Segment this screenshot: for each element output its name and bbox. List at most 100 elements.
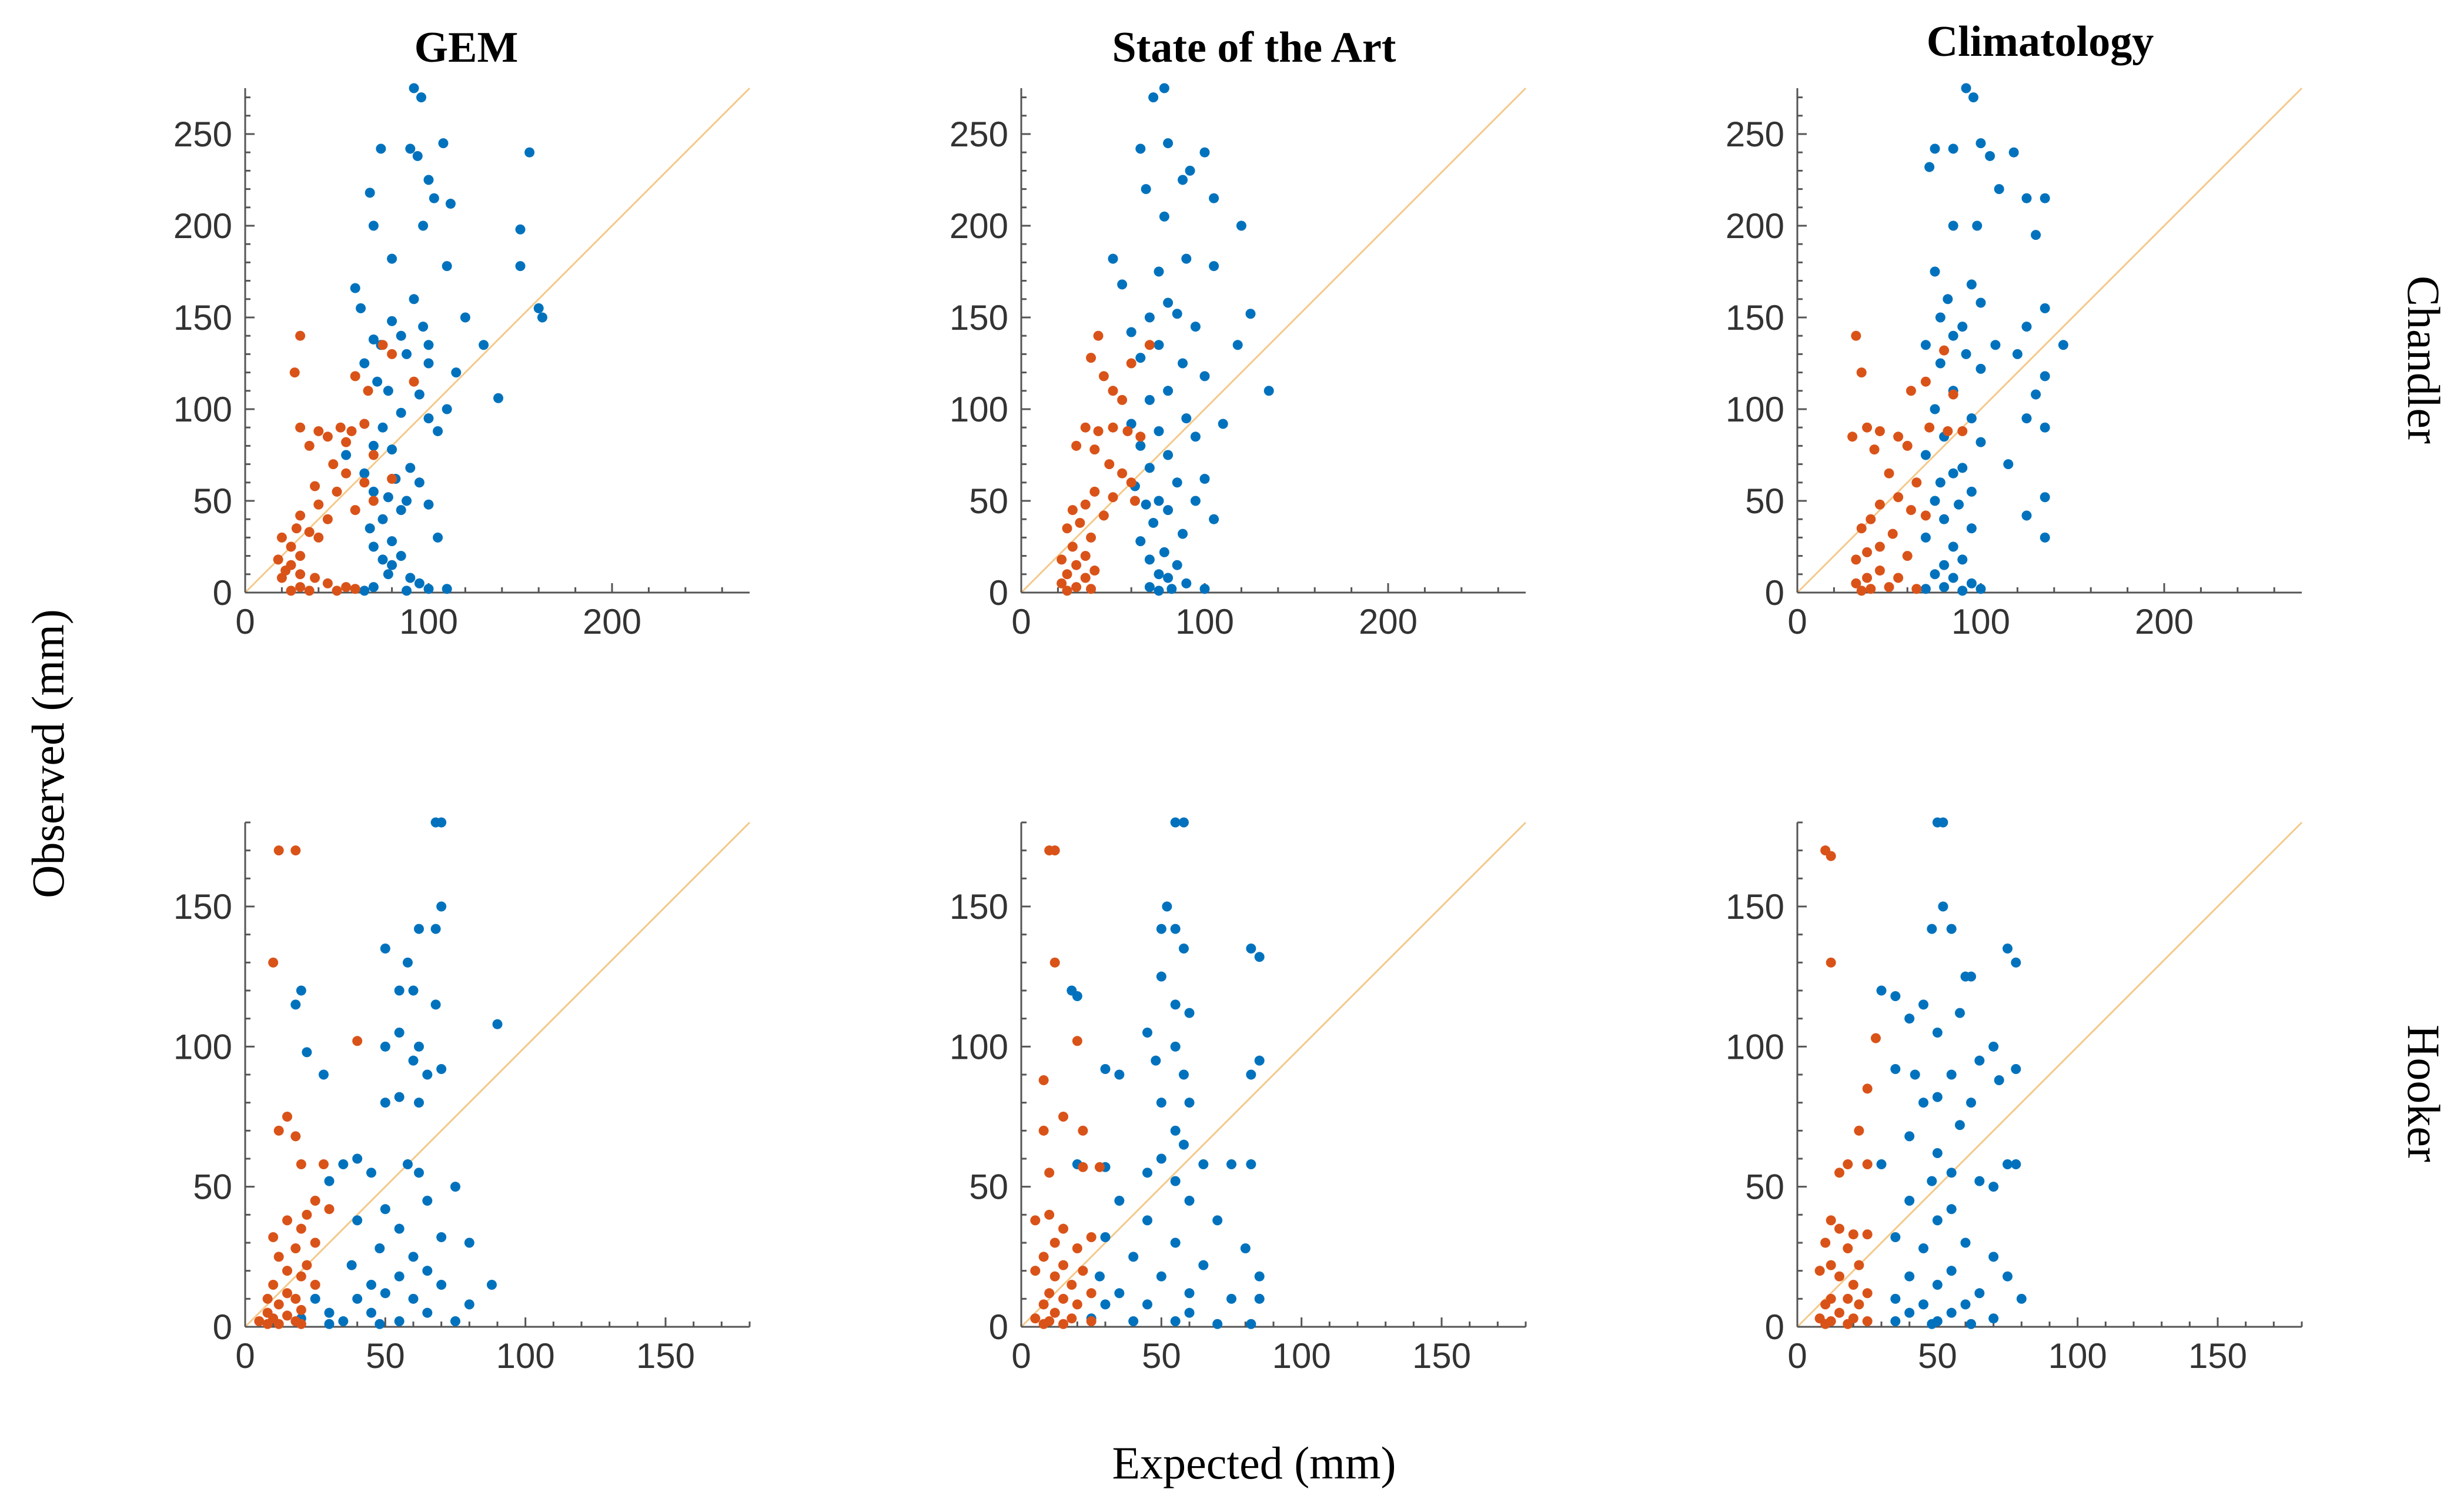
gem-chandler-identity-line	[244, 87, 751, 594]
gem-hooker-point-orange	[282, 1310, 292, 1321]
gem-chandler-point-orange	[289, 367, 300, 378]
gem-hooker-x-tick-label: 100	[496, 1336, 555, 1376]
state-of-the-art-hooker-point-blue	[1240, 1243, 1251, 1254]
gem-chandler-point-orange	[368, 450, 379, 460]
gem-hooker-point-orange	[268, 957, 279, 968]
gem-hooker-point-blue	[450, 1316, 460, 1326]
climatology-chandler-point-orange	[1884, 582, 1894, 593]
climatology-chandler-point-blue	[1957, 586, 1968, 596]
climatology-chandler-point-blue	[1972, 220, 1983, 231]
climatology-hooker-point-blue	[1890, 991, 1901, 1002]
climatology-chandler-point-blue	[1920, 584, 1931, 594]
state-of-the-art-chandler-point-blue	[1163, 138, 1174, 149]
climatology-hooker-point-orange	[1814, 1266, 1825, 1276]
climatology-chandler-point-blue	[1975, 584, 1986, 594]
gem-hooker-series-blue	[290, 817, 503, 1329]
gem-chandler-point-orange	[310, 481, 320, 491]
climatology-chandler-point-blue	[1966, 413, 1977, 424]
gem-chandler-point-orange	[313, 499, 324, 510]
climatology-hooker-point-blue	[2011, 1159, 2021, 1170]
state-of-the-art-hooker-point-blue	[1156, 1271, 1166, 1282]
climatology-chandler-point-orange	[1893, 573, 1904, 583]
climatology-hooker-point-blue	[1918, 1098, 1928, 1108]
climatology-chandler-series-blue	[1920, 83, 2068, 596]
gem-chandler-point-blue	[396, 330, 406, 341]
climatology-hooker-point-orange	[1826, 851, 1836, 861]
gem-chandler-point-orange	[363, 386, 373, 396]
climatology-chandler-point-blue	[1939, 560, 1950, 570]
state-of-the-art-hooker-y-tick-label: 50	[969, 1168, 1008, 1207]
climatology-hooker-point-orange	[1854, 1299, 1864, 1310]
gem-chandler-point-blue	[387, 536, 397, 547]
gem-hooker-point-blue	[422, 1196, 433, 1206]
state-of-the-art-chandler-point-orange	[1067, 505, 1078, 516]
state-of-the-art-hooker-point-blue	[1128, 1252, 1139, 1262]
climatology-chandler-point-blue	[1924, 162, 1935, 172]
state-of-the-art-hooker-point-orange	[1086, 1316, 1097, 1326]
gem-chandler-point-orange	[346, 426, 357, 436]
gem-chandler-point-blue	[377, 422, 388, 433]
climatology-hooker-point-orange	[1848, 1280, 1858, 1290]
climatology-hooker-series-orange	[1814, 845, 1881, 1329]
climatology-hooker-point-blue	[1904, 1271, 1915, 1282]
gem-hooker-point-blue	[408, 1293, 419, 1304]
gem-chandler-y-tick-label: 100	[173, 390, 232, 429]
gem-chandler-point-blue	[515, 261, 526, 272]
gem-chandler-point-blue	[402, 586, 412, 596]
gem-chandler-point-blue	[438, 138, 449, 149]
state-of-the-art-hooker-point-blue	[1212, 1215, 1223, 1226]
state-of-the-art-hooker-point-orange	[1044, 1209, 1055, 1220]
gem-chandler-point-orange	[332, 586, 342, 596]
gem-chandler-point-blue	[359, 358, 370, 369]
gem-chandler-point-orange	[295, 582, 306, 593]
state-of-the-art-chandler-point-blue	[1154, 266, 1164, 277]
climatology-chandler-point-blue	[1985, 150, 1995, 161]
climatology-chandler-point-blue	[1939, 582, 1950, 593]
gem-hooker-point-blue	[422, 1069, 433, 1080]
state-of-the-art-hooker-y-tick-label: 0	[989, 1307, 1008, 1347]
climatology-chandler-point-orange	[1847, 431, 1858, 442]
climatology-hooker-point-blue	[1988, 1252, 1999, 1262]
climatology-chandler-point-orange	[1874, 541, 1885, 552]
state-of-the-art-chandler-point-orange	[1062, 569, 1072, 580]
climatology-chandler-point-blue	[1975, 297, 1986, 308]
gem-chandler-point-blue	[368, 541, 379, 552]
gem-hooker-point-blue	[380, 1041, 390, 1052]
gem-hooker-point-blue	[436, 817, 447, 828]
climatology-chandler-point-blue	[1957, 463, 1968, 473]
climatology-hooker-point-blue	[1988, 1041, 1999, 1052]
gem-hooker-point-blue	[324, 1319, 335, 1329]
climatology-hooker-point-blue	[1974, 1176, 1985, 1186]
climatology-hooker-point-blue	[1932, 1028, 1943, 1038]
state-of-the-art-chandler-point-blue	[1218, 419, 1228, 429]
climatology-hooker-point-orange	[1862, 1083, 1873, 1094]
gem-hooker-point-blue	[414, 1168, 424, 1178]
gem-hooker-point-blue	[366, 1168, 376, 1178]
climatology-hooker-point-blue	[1918, 999, 1928, 1010]
gem-hooker-point-blue	[422, 1307, 433, 1318]
state-of-the-art-hooker-point-orange	[1058, 1112, 1068, 1122]
gem-hooker-point-orange	[254, 1316, 265, 1326]
state-of-the-art-hooker-point-blue	[1170, 1041, 1181, 1052]
climatology-chandler-point-blue	[1990, 340, 2001, 350]
gem-chandler-point-orange	[295, 510, 306, 521]
gem-chandler-point-orange	[350, 584, 360, 594]
state-of-the-art-chandler-point-blue	[1148, 517, 1159, 528]
gem-chandler-point-blue	[383, 569, 393, 580]
gem-chandler-point-blue	[442, 261, 452, 272]
gem-hooker-point-orange	[268, 1280, 279, 1290]
gem-chandler-point-blue	[368, 440, 379, 451]
column-title-state-of-the-art: State of the Art	[1112, 24, 1396, 72]
climatology-hooker-y-tick-label: 0	[1765, 1307, 1784, 1347]
climatology-chandler-point-blue	[1920, 450, 1931, 460]
state-of-the-art-hooker-point-blue	[1246, 944, 1256, 954]
state-of-the-art-hooker-point-blue	[1114, 1196, 1125, 1206]
state-of-the-art-chandler-point-orange	[1071, 560, 1082, 570]
state-of-the-art-hooker-point-orange	[1044, 1288, 1055, 1299]
state-of-the-art-hooker-point-blue	[1114, 1288, 1125, 1299]
climatology-hooker-point-orange	[1834, 1223, 1844, 1234]
state-of-the-art-hooker-point-orange	[1030, 1313, 1041, 1324]
climatology-chandler-point-blue	[1930, 404, 1940, 414]
gem-chandler-point-blue	[429, 193, 439, 203]
climatology-chandler-point-blue	[2012, 349, 2023, 359]
